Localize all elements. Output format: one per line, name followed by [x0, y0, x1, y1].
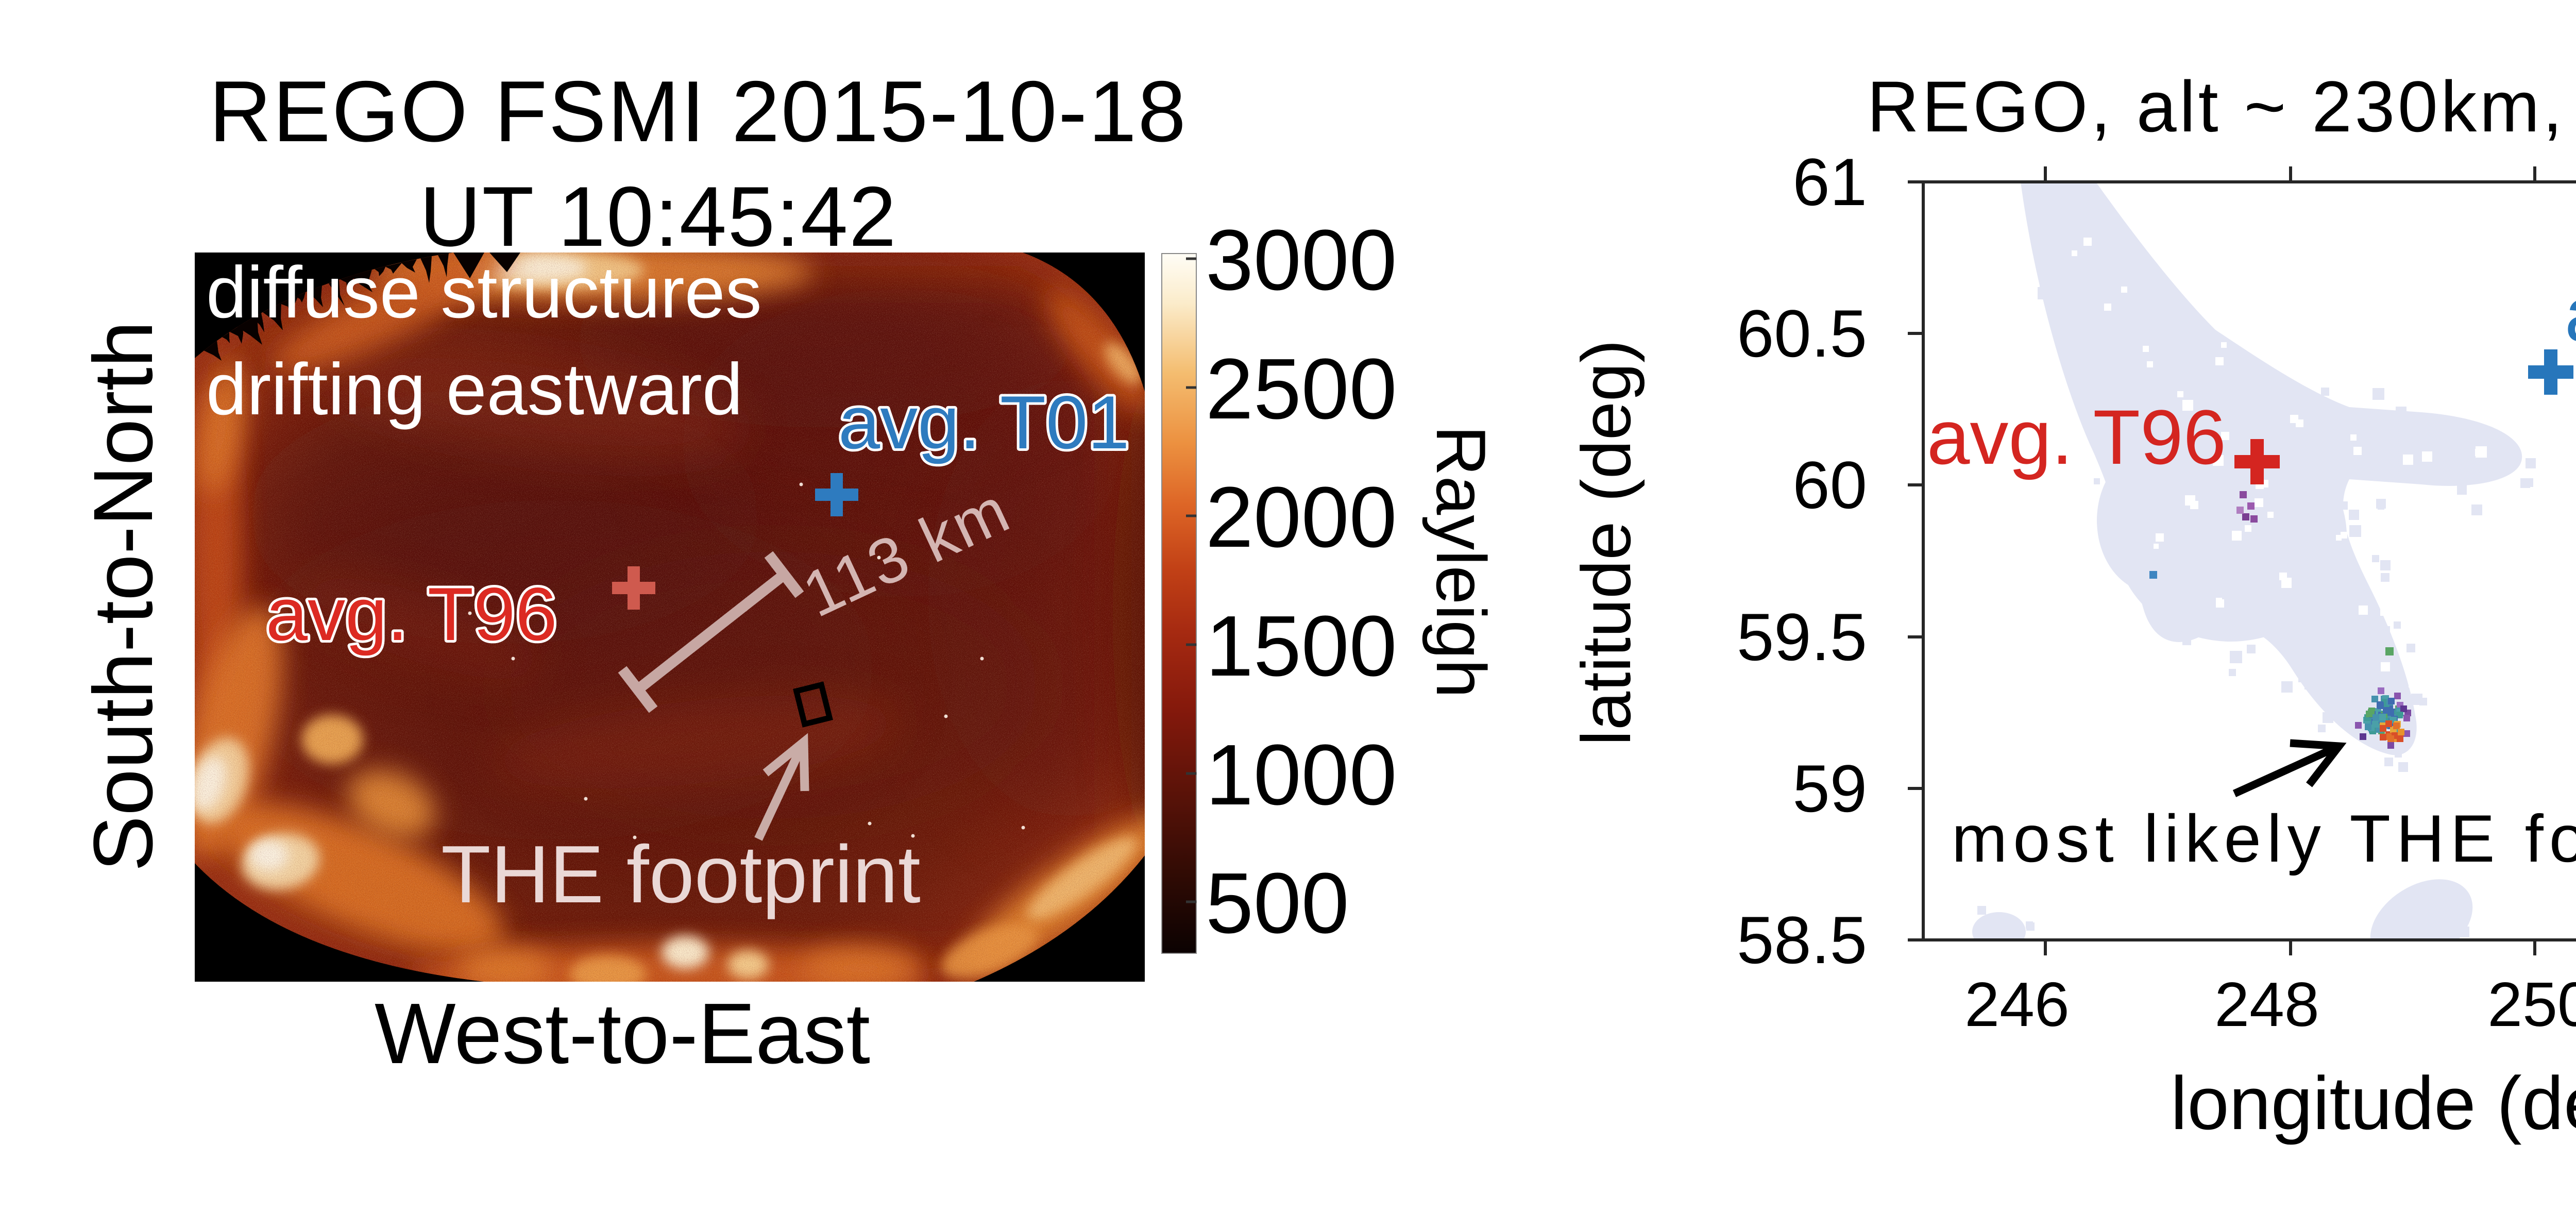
svg-text:avg. T96: avg. T96 — [266, 572, 557, 656]
svg-text:2500: 2500 — [1206, 341, 1397, 437]
svg-text:South-to-North: South-to-North — [76, 321, 170, 871]
svg-text:avg. T96: avg. T96 — [1927, 394, 2226, 480]
svg-text:3000: 3000 — [1206, 212, 1397, 308]
svg-text:longitude (deg): longitude (deg) — [2171, 1061, 2576, 1145]
svg-text:2000: 2000 — [1206, 469, 1397, 565]
svg-text:REGO, alt ~ 230km, high c.c.~0: REGO, alt ~ 230km, high c.c.~0.88 — [1867, 66, 2576, 147]
svg-text:latitude (deg): latitude (deg) — [1567, 340, 1645, 746]
svg-text:most likely THE footprint: most likely THE footprint — [1952, 801, 2576, 876]
svg-text:246: 246 — [1964, 969, 2070, 1039]
svg-text:1500: 1500 — [1206, 598, 1397, 694]
svg-text:58.5: 58.5 — [1737, 902, 1867, 978]
svg-text:61: 61 — [1792, 144, 1867, 220]
svg-text:248: 248 — [2214, 969, 2319, 1039]
svg-text:drifting eastward: drifting eastward — [206, 348, 743, 430]
svg-text:60.5: 60.5 — [1737, 296, 1867, 371]
svg-text:59: 59 — [1792, 751, 1867, 826]
svg-text:UT 10:45:42: UT 10:45:42 — [419, 169, 897, 264]
svg-text:THE footprint: THE footprint — [441, 829, 921, 920]
svg-text:500: 500 — [1206, 855, 1349, 951]
svg-text:diffuse structures: diffuse structures — [206, 251, 762, 333]
svg-text:avg. T01: avg. T01 — [838, 380, 1129, 464]
svg-text:Rayleigh: Rayleigh — [1422, 425, 1500, 698]
svg-text:250: 250 — [2487, 969, 2576, 1039]
svg-text:1000: 1000 — [1206, 727, 1397, 823]
svg-text:REGO FSMI 2015-10-18: REGO FSMI 2015-10-18 — [209, 63, 1188, 160]
svg-text:60: 60 — [1792, 447, 1867, 523]
svg-text:avg. T01: avg. T01 — [2565, 271, 2576, 357]
svg-text:59.5: 59.5 — [1737, 599, 1867, 675]
svg-text:West-to-East: West-to-East — [375, 986, 870, 1082]
